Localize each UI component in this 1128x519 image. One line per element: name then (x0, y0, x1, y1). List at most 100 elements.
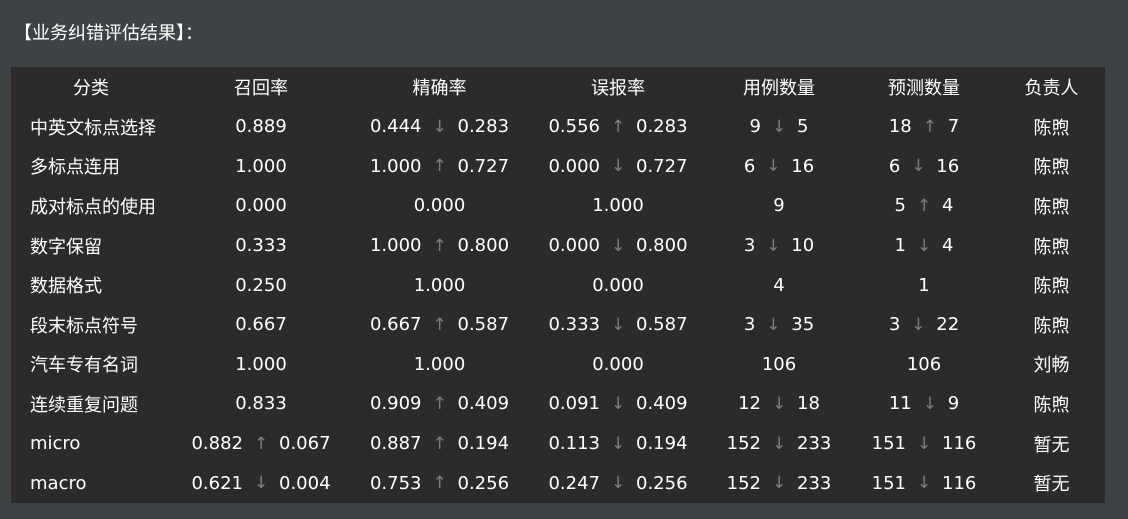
value-pair: 4 (773, 275, 784, 296)
value-pair: 0.909 ↑ 0.409 (370, 393, 509, 414)
value-pair: 0.091 ↓ 0.409 (548, 393, 687, 414)
value-pair: 1.000 (235, 156, 287, 177)
arrow-down-icon: ↓ (911, 314, 926, 335)
precision-cell: 0.000 (351, 186, 528, 226)
value-pair: 1.000 (592, 195, 644, 216)
arrow-down-icon: ↓ (922, 393, 937, 414)
value-before: 0.091 (548, 393, 600, 415)
value-pair: 1 ↓ 4 (895, 235, 954, 256)
value-before: 0.667 (235, 314, 287, 336)
category-cell: 数据格式 (30, 276, 102, 298)
value-after: 10 (791, 235, 815, 257)
value-pair: 0.882 ↑ 0.067 (191, 433, 330, 454)
arrow-down-icon: ↓ (254, 473, 269, 494)
value-pair: 0.000 (414, 195, 466, 216)
column-header-recall: 召回率 (234, 78, 288, 99)
false-positive-rate-cell: 1.000 (528, 186, 708, 226)
category-cell: 成对标点的使用 (30, 196, 156, 218)
value-before: 1.000 (235, 353, 287, 375)
value-after: 7 (947, 116, 960, 138)
arrow-down-icon: ↓ (772, 393, 787, 414)
value-pair: 0.333 (235, 235, 287, 256)
value-before: 152 (726, 433, 761, 455)
recall-cell: 0.250 (171, 265, 351, 305)
value-pair: 152 ↓ 233 (727, 473, 832, 494)
table-row: micro 0.882 ↑ 0.067 0.887 ↑ 0.194 0.113 ↓ 0.194 15… (11, 424, 1105, 464)
case-count-cell: 12 ↓ 18 (708, 384, 850, 424)
value-before: 0.833 (235, 393, 287, 415)
value-before: 6 (743, 155, 756, 177)
value-after: 5 (797, 116, 809, 138)
case-count-cell: 3 ↓ 10 (708, 226, 850, 266)
value-pair: 18 ↑ 7 (889, 116, 959, 137)
value-pair: 9 (773, 195, 784, 216)
case-count-cell: 4 (708, 265, 850, 305)
arrow-up-icon: ↑ (432, 473, 447, 494)
category-cell: 汽车专有名词 (30, 355, 138, 377)
prediction-count-cell: 1 ↓ 4 (850, 226, 998, 266)
value-after: 0.283 (457, 116, 510, 138)
owner-cell: 陈煦 (1033, 394, 1070, 416)
value-pair: 0.250 (235, 275, 287, 296)
owner-cell: 暂无 (1033, 474, 1070, 496)
false-positive-rate-cell: 0.333 ↓ 0.587 (528, 305, 708, 345)
case-count-cell: 9 ↓ 5 (708, 107, 850, 147)
prediction-count-cell: 106 (850, 345, 998, 385)
value-pair: 0.000 (592, 275, 644, 296)
value-before: 3 (888, 314, 901, 336)
value-before: 0.000 (592, 353, 644, 375)
table-header-row: 分类 召回率 精确率 误报率 用例数量 预测数量 负责人 (11, 67, 1105, 107)
value-after: 116 (942, 472, 977, 494)
arrow-down-icon: ↓ (611, 433, 626, 454)
table-row: 段末标点符号 0.667 0.667 ↑ 0.587 0.333 ↓ 0.587 3 ↓ 35 3 ↓ 2… (11, 305, 1105, 345)
precision-cell: 1.000 ↑ 0.800 (351, 226, 528, 266)
value-after: 9 (947, 393, 960, 415)
value-pair: 106 (762, 354, 796, 375)
owner-cell: 陈煦 (1033, 196, 1070, 218)
value-pair: 9 ↓ 5 (750, 116, 809, 137)
false-positive-rate-cell: 0.000 (528, 265, 708, 305)
value-after: 0.283 (636, 116, 688, 138)
recall-cell: 0.833 (171, 384, 351, 424)
value-after: 116 (942, 433, 977, 455)
value-after: 0.727 (636, 155, 688, 177)
value-before: 3 (743, 314, 756, 336)
value-pair: 1.000 ↑ 0.727 (370, 156, 509, 177)
precision-cell: 0.753 ↑ 0.256 (351, 463, 528, 503)
value-before: 152 (726, 472, 761, 494)
arrow-down-icon: ↓ (611, 473, 626, 494)
arrow-up-icon: ↑ (254, 433, 269, 454)
value-pair: 3 ↓ 35 (744, 314, 814, 335)
owner-cell: 陈煦 (1033, 117, 1070, 139)
owner-cell: 陈煦 (1033, 236, 1070, 258)
column-header-case-count: 用例数量 (743, 78, 815, 99)
value-pair: 1 (918, 275, 929, 296)
precision-cell: 1.000 (351, 265, 528, 305)
arrow-up-icon: ↑ (432, 433, 447, 454)
value-after: 0.409 (457, 393, 510, 415)
value-pair: 11 ↓ 9 (889, 393, 959, 414)
category-cell: macro (30, 472, 87, 494)
arrow-down-icon: ↓ (917, 235, 932, 256)
table-row: 中英文标点选择 0.889 0.444 ↓ 0.283 0.556 ↑ 0.283 9 ↓ 5 18 ↑… (11, 107, 1105, 147)
value-pair: 3 ↓ 22 (889, 314, 959, 335)
value-before: 0.000 (413, 195, 466, 217)
precision-cell: 0.667 ↑ 0.587 (351, 305, 528, 345)
arrow-down-icon: ↓ (772, 116, 787, 137)
value-pair: 1.000 (414, 354, 466, 375)
recall-cell: 1.000 (171, 345, 351, 385)
value-before: 0.333 (235, 235, 287, 257)
recall-cell: 0.621 ↓ 0.004 (171, 463, 351, 503)
value-pair: 0.000 (235, 195, 287, 216)
value-before: 0.444 (369, 116, 422, 138)
value-pair: 0.667 ↑ 0.587 (370, 314, 509, 335)
value-before: 0.000 (548, 155, 600, 177)
value-before: 1.000 (369, 235, 422, 257)
value-before: 106 (906, 353, 942, 375)
value-before: 1.000 (592, 195, 644, 217)
owner-cell: 陈煦 (1033, 315, 1070, 337)
value-before: 0.889 (235, 116, 287, 138)
false-positive-rate-cell: 0.000 ↓ 0.727 (528, 147, 708, 187)
column-header-category: 分类 (73, 78, 109, 99)
category-cell: micro (30, 433, 81, 455)
